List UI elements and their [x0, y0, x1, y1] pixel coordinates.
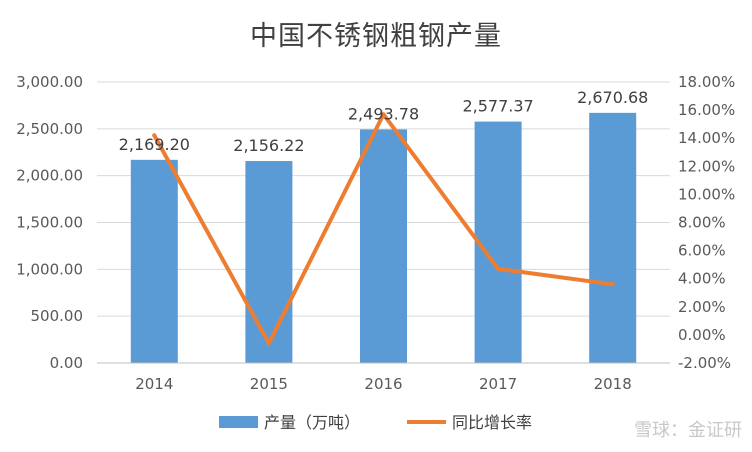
bar-2015: [245, 161, 293, 363]
bar-value-label: 2,577.37: [462, 97, 533, 116]
watermark: 雪球：金证研: [634, 420, 742, 441]
y-left-tick-label: 1,500.00: [16, 214, 83, 232]
y-right-tick-label: 14.00%: [678, 129, 735, 147]
growth-point-2016: [381, 112, 386, 117]
y-left-tick-label: 0.00: [50, 354, 83, 372]
y-right-tick-label: -2.00%: [678, 354, 731, 372]
legend-bar-swatch: [219, 416, 258, 428]
x-tick-label: 2016: [364, 375, 402, 393]
y-right-tick-label: 6.00%: [678, 242, 726, 260]
bar-2017: [474, 121, 522, 364]
y-right-tick-label: 16.00%: [678, 101, 735, 119]
y-left-tick-label: 3,000.00: [16, 73, 83, 91]
legend-line-label: 同比增长率: [452, 413, 532, 432]
y-left-tick-label: 2,000.00: [16, 167, 83, 185]
bar-value-label: 2,156.22: [233, 136, 304, 155]
x-tick-label: 2018: [594, 375, 632, 393]
bar-2014: [130, 159, 178, 363]
y-right-tick-label: 2.00%: [678, 298, 726, 316]
y-right-tick-label: 4.00%: [678, 270, 726, 288]
y-right-tick-label: 12.00%: [678, 157, 735, 175]
y-right-tick-label: 0.00%: [678, 326, 726, 344]
chart-title: 中国不锈钢粗钢产量: [250, 21, 502, 52]
bar-value-label: 2,670.68: [577, 88, 648, 107]
bar-value-label: 2,493.78: [348, 104, 419, 123]
growth-point-2018: [610, 282, 615, 287]
y-left-tick-label: 1,000.00: [16, 260, 83, 278]
y-right-tick-label: 10.00%: [678, 185, 735, 203]
y-right-tick-label: 8.00%: [678, 214, 726, 232]
x-tick-label: 2017: [479, 375, 517, 393]
y-left-tick-label: 2,500.00: [16, 120, 83, 138]
y-right-tick-label: 18.00%: [678, 73, 735, 91]
bar-value-label: 2,169.20: [119, 135, 190, 154]
y-left-tick-label: 500.00: [31, 307, 84, 325]
growth-point-2017: [496, 266, 501, 271]
bar-2018: [589, 112, 637, 363]
x-tick-label: 2015: [250, 375, 288, 393]
legend-bar-label: 产量（万吨）: [264, 413, 360, 432]
bar-2016: [360, 129, 407, 363]
x-tick-label: 2014: [135, 375, 173, 393]
growth-point-2015: [266, 341, 271, 346]
growth-point-2014: [152, 133, 157, 138]
